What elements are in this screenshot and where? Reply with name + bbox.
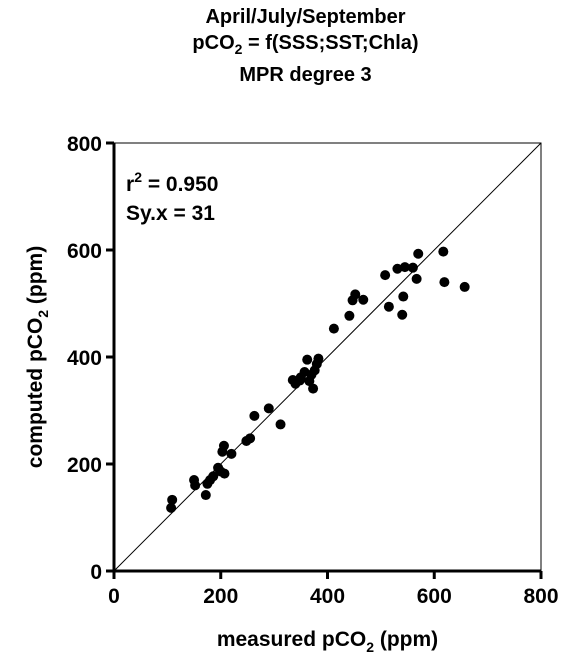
data-point	[397, 309, 408, 320]
chart-title: April/July/September pCO2 = f(SSS;SST;Ch…	[0, 4, 571, 88]
data-point	[313, 353, 324, 364]
data-point	[249, 410, 260, 421]
data-point	[350, 289, 361, 300]
identity-line	[113, 142, 542, 572]
data-point	[380, 270, 391, 281]
y-tick-label: 400	[67, 347, 102, 370]
y-tick-label: 600	[67, 240, 102, 263]
data-point	[190, 480, 201, 491]
title-line-1: April/July/September	[205, 6, 406, 28]
data-point	[413, 248, 424, 259]
data-point	[344, 310, 355, 321]
data-point	[358, 294, 369, 305]
data-point	[392, 263, 403, 274]
data-point	[219, 468, 230, 479]
y-axis-title: computed pCO2 (ppm)	[24, 246, 51, 468]
data-point	[263, 403, 274, 414]
x-axis-title: measured pCO2 (ppm)	[217, 628, 438, 655]
data-point	[439, 277, 450, 288]
data-point	[275, 419, 286, 430]
data-point	[167, 494, 178, 505]
plot-area: 0 200 400 600 800 0 200 400 600 800	[67, 133, 559, 608]
axis-ticks: 0 200 400 600 800 0 200 400 600 800	[67, 133, 559, 608]
data-point	[407, 262, 418, 273]
data-point	[166, 502, 177, 513]
data-point	[398, 291, 409, 302]
data-point	[200, 490, 211, 501]
x-tick-label: 600	[417, 585, 452, 608]
data-point	[438, 246, 449, 257]
data-points	[166, 246, 470, 513]
x-tick-label: 0	[108, 585, 120, 608]
data-point	[226, 448, 237, 459]
x-tick-label: 400	[310, 585, 345, 608]
r-squared-label: r2 = 0.950	[126, 169, 218, 196]
syx-label: Sy.x = 31	[126, 202, 215, 225]
data-point	[459, 281, 470, 292]
title-line-2: pCO2 = f(SSS;SST;Chla)	[192, 32, 419, 57]
data-point	[302, 354, 313, 365]
x-tick-label: 800	[523, 585, 558, 608]
x-tick-label: 200	[203, 585, 238, 608]
y-tick-label: 200	[67, 454, 102, 477]
data-point	[208, 471, 219, 482]
data-point	[383, 301, 394, 312]
data-point	[411, 273, 422, 284]
data-point	[308, 383, 319, 394]
data-point	[399, 262, 410, 273]
data-point	[328, 323, 339, 334]
data-point	[218, 440, 229, 451]
y-tick-label: 0	[90, 561, 102, 584]
title-line-3: MPR degree 3	[239, 64, 372, 86]
data-point	[245, 433, 256, 444]
y-tick-label: 800	[67, 133, 102, 156]
